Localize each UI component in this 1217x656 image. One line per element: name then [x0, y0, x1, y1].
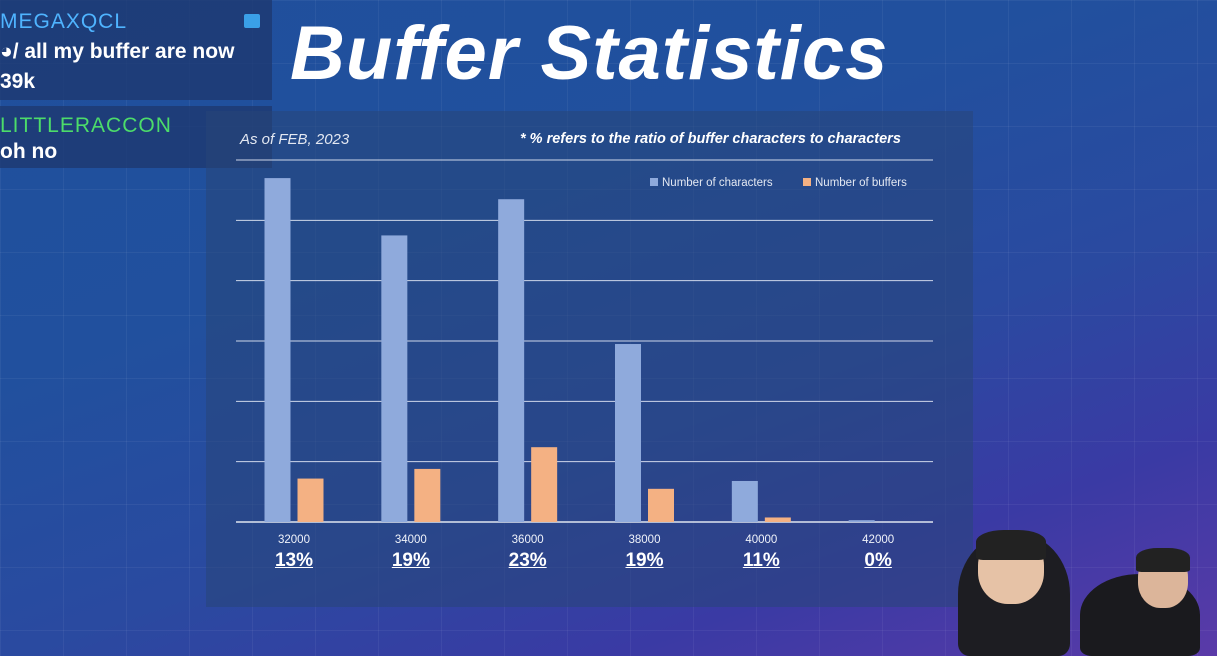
- chat-text-line1: ◕/ all my buffer are now: [0, 40, 235, 63]
- buffer-ratio-label: 11%: [742, 550, 780, 571]
- emote-icon: ◕: [0, 40, 13, 63]
- bar-characters: [264, 178, 291, 522]
- x-tick-label: 36000: [511, 534, 544, 546]
- x-tick-label: 40000: [745, 534, 778, 546]
- buffer-ratio-label: 0%: [864, 550, 892, 571]
- x-tick-label: 38000: [628, 534, 661, 546]
- streamer-right-hair: [1136, 548, 1190, 572]
- x-tick-label: 42000: [862, 534, 895, 546]
- chat-message: MEGAXQCL ◕/ all my buffer are now 39k: [0, 0, 272, 100]
- buffer-ratio-label: 19%: [391, 550, 430, 571]
- legend-buffers: Number of buffers: [803, 177, 907, 189]
- legend-swatch-buffers: [803, 178, 811, 186]
- bar-characters: [381, 235, 408, 522]
- bar-buffers: [764, 517, 791, 522]
- bar-buffers: [531, 447, 558, 522]
- legend-swatch-characters: [650, 178, 658, 186]
- bar-characters: [498, 199, 525, 522]
- streamer-left-hair: [976, 530, 1046, 560]
- chat-username: MEGAXQCL: [0, 10, 128, 33]
- ratio-note: * % refers to the ratio of buffer charac…: [520, 131, 901, 147]
- chart-panel: [206, 111, 973, 607]
- buffer-ratio-label: 13%: [274, 550, 314, 571]
- bar-buffers: [648, 488, 674, 522]
- buffer-ratio-label: 19%: [625, 550, 664, 571]
- x-tick-label: 34000: [394, 534, 427, 546]
- x-tick-label: 32000: [278, 534, 310, 546]
- chat-username: LITTLERACCON: [0, 114, 172, 137]
- buffer-ratio-label: 23%: [508, 550, 547, 571]
- legend-characters: Number of characters: [650, 177, 773, 189]
- chat-text-line1: oh no: [0, 140, 58, 163]
- crown-badge-icon: [244, 14, 260, 28]
- as-of-label: As of FEB, 2023: [240, 131, 350, 148]
- bar-buffers: [414, 468, 441, 522]
- chat-text-line2: 39k: [0, 70, 36, 93]
- bar-characters: [615, 344, 641, 522]
- page-title: Buffer Statistics: [290, 11, 889, 96]
- bar-characters: [731, 480, 758, 522]
- bar-characters: [848, 520, 875, 522]
- bar-buffers: [297, 478, 324, 522]
